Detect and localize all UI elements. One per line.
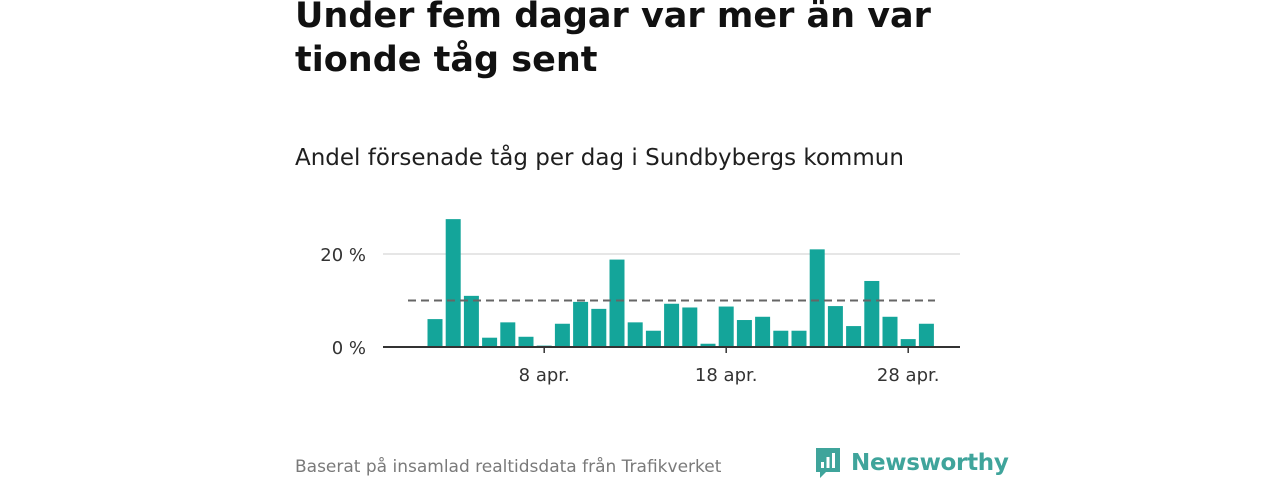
bar [700,343,716,347]
bar [827,306,843,347]
bar [773,330,789,347]
bar [900,339,916,347]
bar [573,301,589,347]
bar [809,249,825,347]
bar [736,320,752,347]
brand-logo[interactable]: Newsworthy [814,446,1009,480]
bar [864,280,880,347]
bar [791,330,807,347]
bar [682,307,698,347]
x-tick-label: 28 apr. [877,365,940,386]
bar [664,303,680,347]
bar [518,336,534,347]
axes: 0 % 20 % 8 apr. 18 apr. 28 apr. [320,245,960,386]
bar [882,316,898,347]
bar [500,322,516,347]
bar [627,322,643,347]
bar [846,326,862,347]
source-note: Baserat på insamlad realtidsdata från Tr… [295,457,722,477]
bar [463,295,479,347]
bar [718,306,734,347]
chart-subtitle: Andel försenade tåg per dag i Sundbyberg… [295,145,904,171]
y-tick-label: 20 % [320,245,366,266]
bar [609,259,625,347]
x-tick-label: 18 apr. [695,365,758,386]
x-tick-label: 8 apr. [519,365,570,386]
bar [918,323,934,347]
bar [755,316,771,347]
bar [482,337,498,347]
brand-name: Newsworthy [851,450,1009,476]
bar [591,308,607,347]
newsworthy-logo-icon [816,448,840,478]
bar [645,330,661,347]
chart-title: Under fem dagar var mer än var tionde tå… [295,0,931,80]
bar [554,323,570,347]
y-tick-label: 0 % [332,338,366,359]
bars [427,219,934,347]
bar [445,219,461,347]
bar-chart: 0 % 20 % 8 apr. 18 apr. 28 apr. [320,219,960,386]
bar [427,319,443,347]
